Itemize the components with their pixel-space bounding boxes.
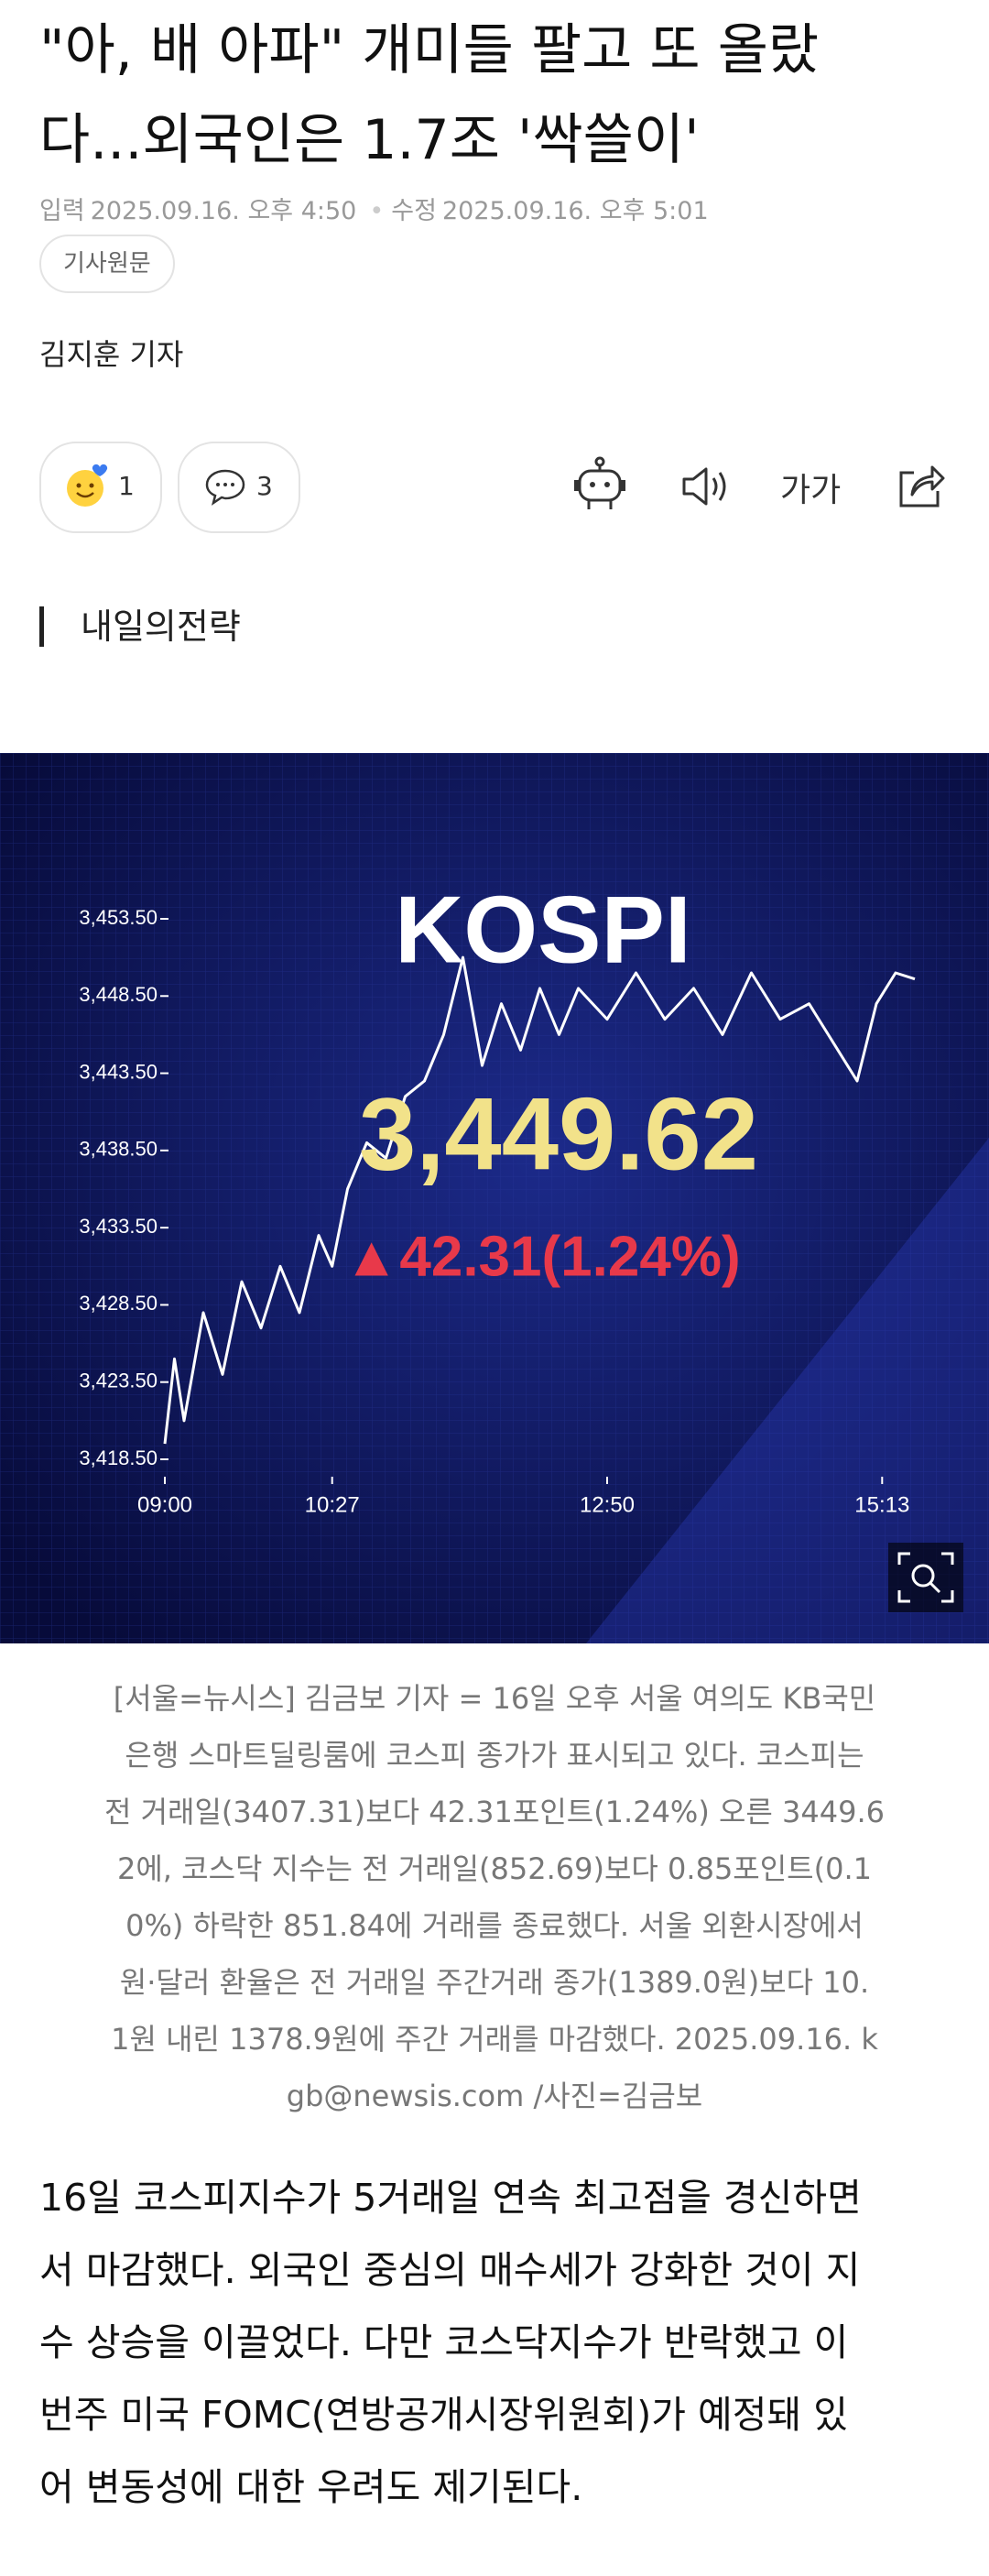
photo-caption: gb@newsis.com /사진=김금보 [286, 2079, 703, 2113]
font-size-button[interactable]: 가가 [780, 472, 842, 509]
y-tick-label: 3,423.50 [79, 1370, 158, 1392]
x-tick-label: 10:27 [305, 1492, 360, 1517]
photo-change: ▲42.31(1.24%) [343, 1225, 741, 1288]
y-tick-label: 3,453.50 [79, 906, 158, 929]
input-label: 입력 [39, 197, 85, 225]
photo-caption: 0%) 하락한 851.84에 거래를 종료했다. 서울 외환시장에서 [125, 1908, 864, 1943]
summary-bot-button[interactable] [572, 454, 627, 515]
article-text: 서 마감했다. 외국인 중심의 매수세가 강화한 것이 지 [39, 2248, 861, 2292]
listen-button[interactable] [680, 465, 732, 508]
timestamps: 입력 2025.09.16. 오후 4:50 • 수정 2025.09.16. 오후 5… [39, 197, 709, 225]
photo-title: KOSPI [395, 877, 691, 983]
photo-caption: 원·달러 환율은 전 거래일 주간거래 종가(1389.0원)보다 10. [119, 1965, 870, 2000]
article-text: 번주 미국 FOMC(연방공개시장위원회)가 예정돼 있 [39, 2393, 848, 2437]
edit-label: 수정 [391, 197, 437, 225]
comment-button[interactable]: 3 [178, 442, 300, 533]
photo-caption: [서울=뉴시스] 김금보 기자 = 16일 오후 서울 여의도 KB국민 [113, 1681, 876, 1716]
y-tick-label: 3,418.50 [79, 1446, 158, 1469]
zoom-button[interactable] [888, 1543, 963, 1612]
article-text: 수 상승을 이끌었다. 다만 코스닥지수가 반락했고 이 [39, 2320, 849, 2364]
reporter[interactable]: 김지훈 기자 [39, 337, 184, 372]
edit-time: 2025.09.16. 오후 5:01 [441, 197, 709, 225]
comment-icon [205, 469, 245, 506]
photo-price: 3,449.62 [359, 1077, 758, 1192]
y-tick-label: 3,443.50 [79, 1060, 158, 1083]
y-tick-label: 3,433.50 [79, 1215, 158, 1238]
emoji-icon [67, 464, 108, 507]
y-tick-label: 3,438.50 [79, 1138, 158, 1161]
like-button[interactable]: 1 [39, 442, 162, 533]
share-button[interactable] [896, 460, 947, 511]
x-tick-label: 12:50 [580, 1492, 635, 1517]
photo-caption: 은행 스마트딜링룸에 코스피 종가가 표시되고 있다. 코스피는 [125, 1738, 864, 1773]
headline: 다...외국인은 1.7조 '싹쓸이' [39, 108, 700, 172]
x-tick-label: 15:13 [854, 1492, 909, 1517]
price-line [163, 955, 916, 1445]
comment-count: 3 [256, 471, 273, 501]
photo-caption: 전 거래일(3407.31)보다 42.31포인트(1.24%) 오른 3449… [103, 1795, 886, 1829]
article-text: 16일 코스피지수가 5거래일 연속 최고점을 경신하면 [39, 2176, 862, 2220]
headline: "아, 배 아파" 개미들 팔고 또 올랐 [39, 18, 820, 82]
y-tick-label: 3,428.50 [79, 1292, 158, 1315]
x-tick-label: 09:00 [137, 1492, 192, 1517]
input-time: 2025.09.16. 오후 4:50 [90, 197, 357, 225]
photo-caption: 1원 내린 1378.9원에 주간 거래를 마감했다. 2025.09.16. … [111, 2022, 878, 2057]
photo-caption: 2에, 코스닥 지수는 전 거래일(852.69)보다 0.85포인트(0.1 [117, 1851, 872, 1886]
original-article-button[interactable]: 기사원문 [39, 235, 175, 293]
y-tick-label: 3,448.50 [79, 983, 158, 1006]
like-count: 1 [118, 471, 135, 501]
section-label: 내일의전략 [39, 606, 241, 647]
news-photo: 3,418.50 3,423.50 3,428.50 3,433.50 3,438.50… [0, 753, 989, 1643]
article-text: 어 변동성에 대한 우려도 제기된다. [39, 2465, 583, 2509]
